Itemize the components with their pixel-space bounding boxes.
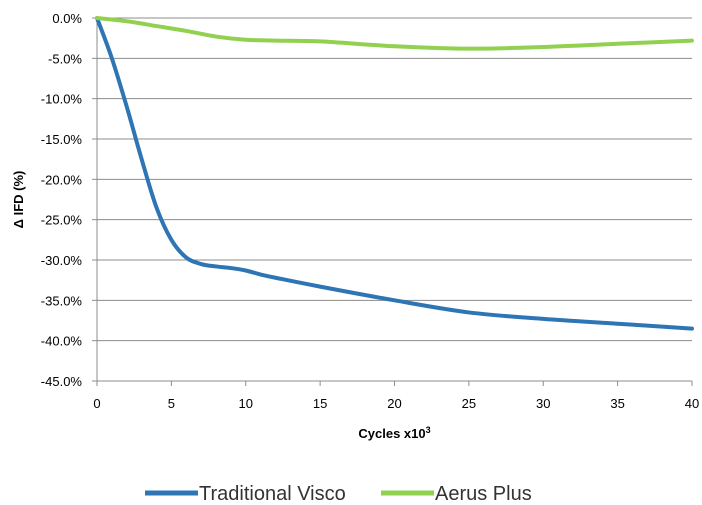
x-axis-title: Cycles x103 xyxy=(358,425,430,441)
x-tick-label: 25 xyxy=(462,396,476,411)
y-tick-label: -30.0% xyxy=(41,253,83,268)
y-axis-title: Δ IFD (%) xyxy=(11,171,26,229)
axes xyxy=(96,18,692,382)
x-tick-label: 5 xyxy=(168,396,175,411)
y-tick-label: -10.0% xyxy=(41,92,83,107)
y-tick-label: -45.0% xyxy=(41,374,83,389)
x-tick-label: 40 xyxy=(685,396,699,411)
x-tick-label: 10 xyxy=(239,396,253,411)
series-line-traditional-visco xyxy=(95,16,694,331)
x-tick-label: 30 xyxy=(536,396,550,411)
series-lines xyxy=(95,16,694,331)
y-tick-label: 0.0% xyxy=(52,11,82,26)
x-tick-labels: 0 5 10 15 20 25 30 35 40 xyxy=(93,381,699,411)
x-axis-title-text: Cycles x10 xyxy=(358,426,425,441)
x-tick-label: 20 xyxy=(387,396,401,411)
y-tick-label: -40.0% xyxy=(41,334,83,349)
y-tick-labels: 0.0% -5.0% -10.0% -15.0% -20.0% -25.0% -30.0% -… xyxy=(41,11,97,389)
gridlines xyxy=(97,17,692,342)
x-axis-title-superscript: 3 xyxy=(426,425,431,435)
y-tick-label: -5.0% xyxy=(48,51,82,66)
legend-label-aerus-plus: Aerus Plus xyxy=(435,483,532,505)
legend: Traditional Visco Aerus Plus xyxy=(145,483,532,505)
y-tick-label: -15.0% xyxy=(41,132,83,147)
x-tick-label: 0 xyxy=(93,396,100,411)
y-tick-label: -35.0% xyxy=(41,293,83,308)
y-tick-label: -20.0% xyxy=(41,172,83,187)
x-tick-label: 15 xyxy=(313,396,327,411)
series-line-aerus-plus xyxy=(95,16,694,51)
y-tick-label: -25.0% xyxy=(41,213,83,228)
x-tick-label: 35 xyxy=(610,396,624,411)
legend-label-traditional-visco: Traditional Visco xyxy=(199,483,346,505)
